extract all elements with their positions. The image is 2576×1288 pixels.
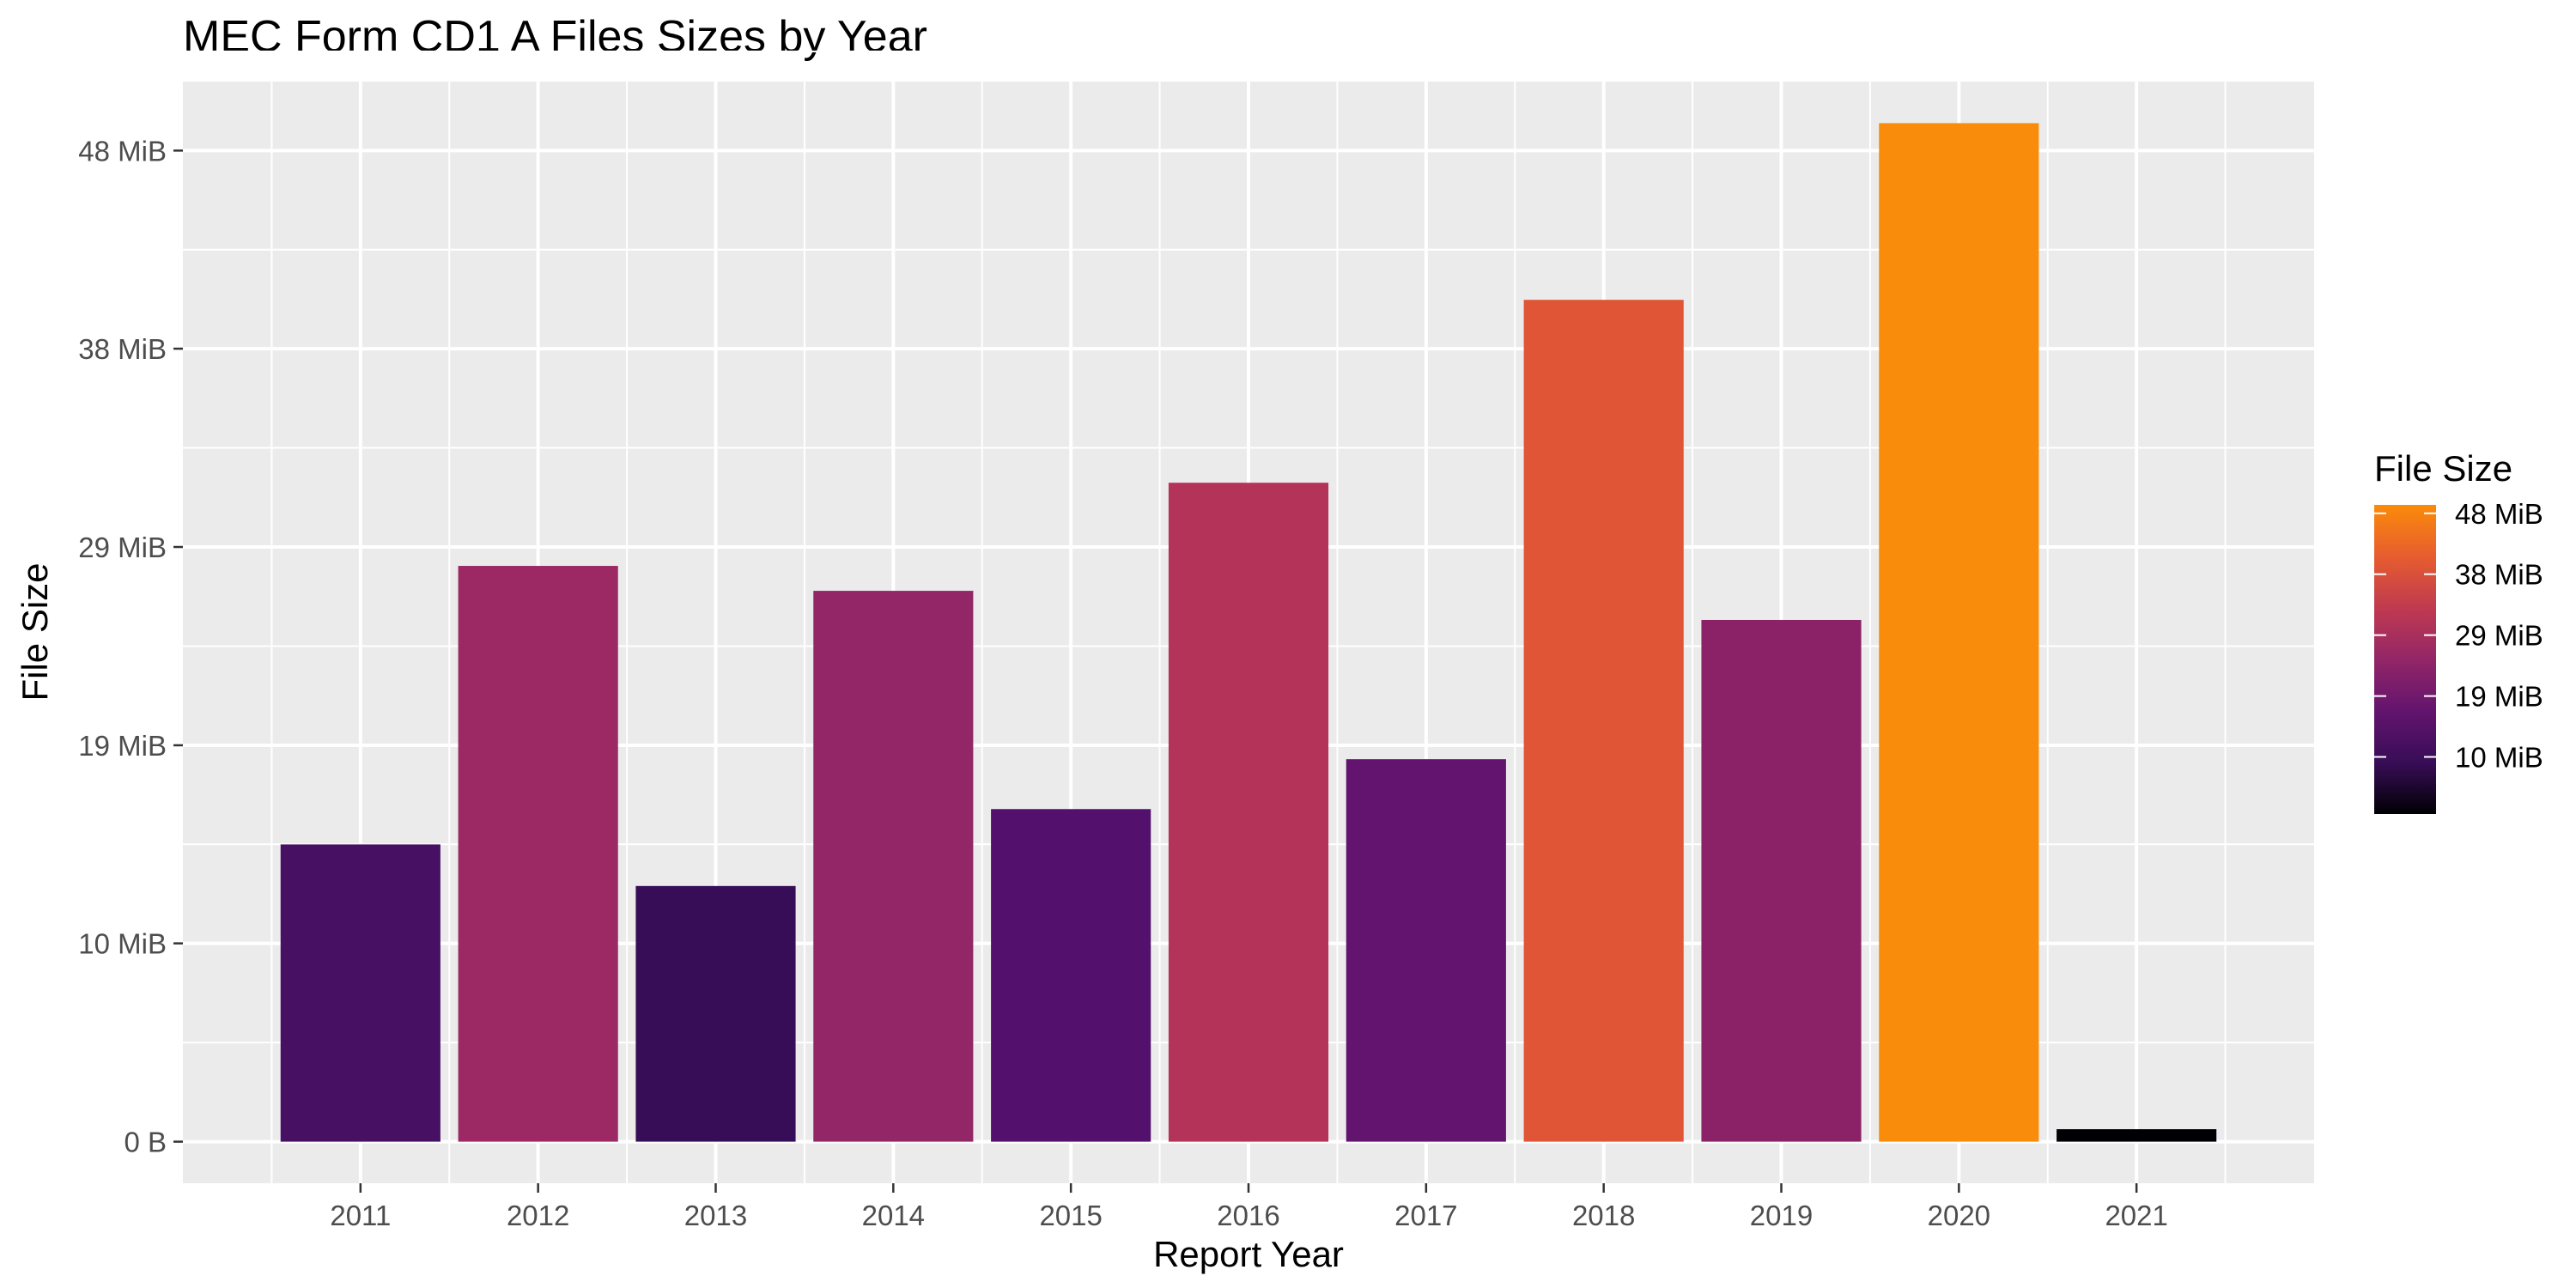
x-axis: 2011 2012 2013 2014 2015 2016 2017 2018 2019 2020… <box>330 1183 2168 1231</box>
y-tick-label: 19 MiB <box>78 730 167 762</box>
x-tick-label: 2017 <box>1394 1200 1457 1231</box>
bar-2018 <box>1523 300 1684 1142</box>
bar-2012 <box>458 566 618 1142</box>
legend-tick-label: 48 MiB <box>2455 498 2543 530</box>
y-tick-label: 0 B <box>124 1127 167 1158</box>
legend-tick-label: 38 MiB <box>2455 559 2543 591</box>
x-tick-label: 2011 <box>330 1200 391 1231</box>
x-tick-label: 2018 <box>1572 1200 1635 1231</box>
x-tick-label: 2014 <box>862 1200 925 1231</box>
x-tick-label: 2020 <box>1928 1200 1990 1231</box>
legend-tick-label: 10 MiB <box>2455 742 2543 774</box>
bar-2017 <box>1346 759 1506 1142</box>
bars <box>280 123 2217 1142</box>
bar-2013 <box>635 885 796 1142</box>
bar-2019 <box>1701 619 1862 1142</box>
legend-colorbar <box>2374 505 2436 814</box>
x-tick-label: 2013 <box>684 1200 747 1231</box>
y-axis: 0 B 10 MiB 19 MiB 29 MiB 38 MiB 48 MiB <box>78 135 183 1158</box>
bar-2016 <box>1168 483 1329 1142</box>
bar-2011 <box>280 844 440 1142</box>
y-tick-label: 29 MiB <box>78 532 167 563</box>
bar-2020 <box>1879 123 2039 1142</box>
y-axis-title: File Size <box>15 562 55 701</box>
legend-tick-label: 29 MiB <box>2455 620 2543 652</box>
legend-title: File Size <box>2374 448 2512 489</box>
bar-2021 <box>2057 1129 2217 1142</box>
legend-tick-label: 19 MiB <box>2455 681 2543 713</box>
y-tick-label: 48 MiB <box>78 135 167 167</box>
chart-title: MEC Form CD1 A Files Sizes by Year <box>183 12 927 62</box>
y-tick-label: 10 MiB <box>78 928 167 960</box>
x-tick-label: 2012 <box>507 1200 569 1231</box>
bar-2014 <box>813 591 974 1142</box>
legend-ticks: 10 MiB 19 MiB 29 MiB 38 MiB 48 MiB <box>2374 498 2543 774</box>
legend: File Size 10 MiB 19 MiB 29 MiB 38 MiB 48 MiB <box>2374 448 2543 814</box>
bar-2015 <box>991 809 1151 1142</box>
x-axis-title: Report Year <box>1153 1234 1344 1274</box>
x-tick-label: 2016 <box>1217 1200 1279 1231</box>
x-tick-label: 2019 <box>1750 1200 1813 1231</box>
x-tick-label: 2021 <box>2105 1200 2167 1231</box>
x-tick-label: 2015 <box>1039 1200 1102 1231</box>
y-tick-label: 38 MiB <box>78 333 167 365</box>
